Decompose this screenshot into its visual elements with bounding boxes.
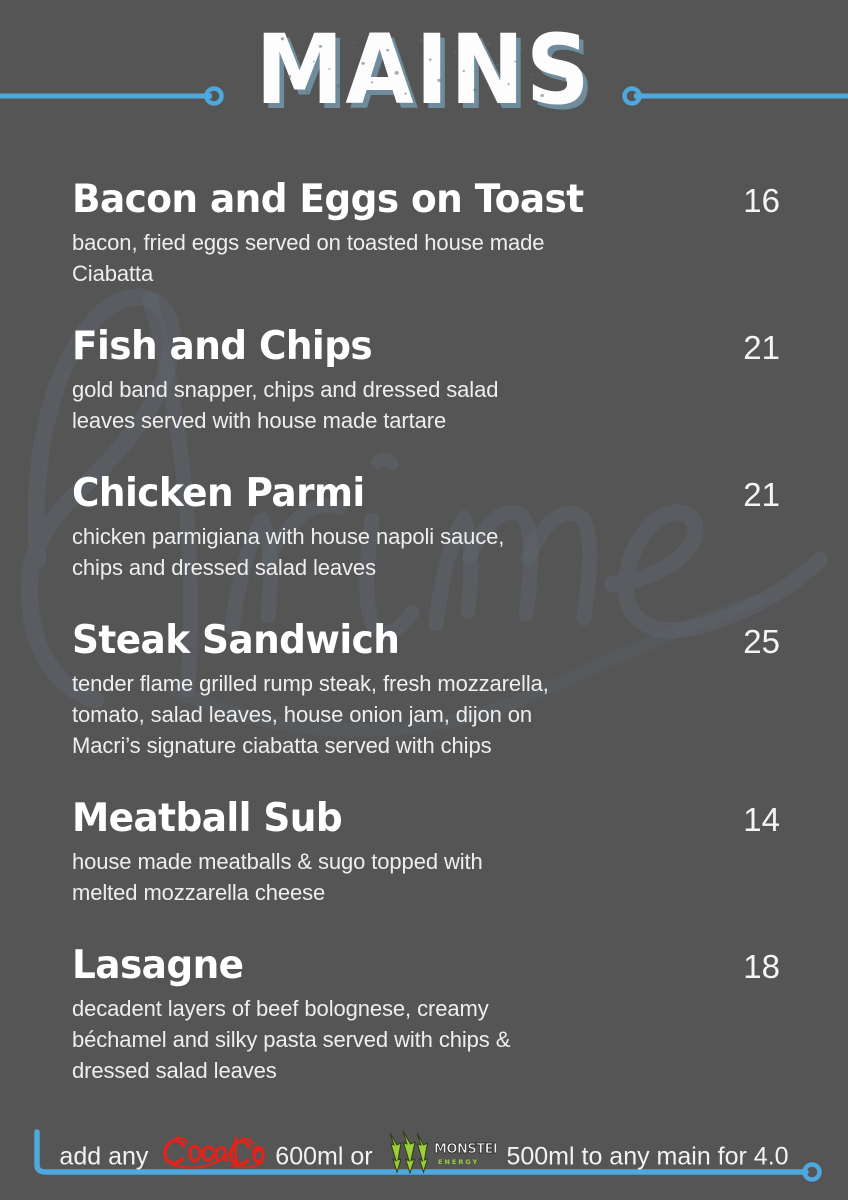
footer-text-after: 500ml to any main for 4.0	[506, 1142, 789, 1171]
monster-energy-logo: MONSTER ENERGY	[386, 1130, 503, 1183]
menu-item-description-line: Ciabatta	[72, 261, 154, 286]
menu-item-name: Fish and Chips	[72, 324, 373, 369]
footer-frame-dot	[802, 1162, 822, 1182]
menu-item-description: house made meatballs & sugo topped with m…	[72, 846, 672, 908]
footer-text-before: add any	[59, 1142, 149, 1171]
menu-item: Bacon and Eggs on Toast 16 bacon, fried eg…	[0, 168, 848, 289]
menu-item-price: 25	[743, 623, 780, 660]
menu-item-price: 16	[743, 182, 780, 219]
menu-item-description-line: decadent layers of beef bolognese, cream…	[72, 996, 489, 1021]
menu-item-price: 14	[743, 801, 780, 838]
menu-item-description: decadent layers of beef bolognese, cream…	[72, 993, 672, 1086]
menu-item-price: 21	[743, 476, 780, 513]
monster-subword-text: ENERGY	[438, 1158, 479, 1166]
footer: add any	[0, 1110, 848, 1200]
menu-item: Meatball Sub 14 house made meatballs & sug…	[0, 787, 848, 908]
menu-item-description-line: melted mozzarella cheese	[72, 880, 326, 905]
menu-item-name: Lasagne	[72, 943, 244, 988]
menu-item-description-line: gold band snapper, chips and dressed sal…	[72, 377, 499, 402]
coca-cola-logo	[161, 1134, 266, 1179]
footer-frame	[34, 1129, 822, 1182]
footer-text-middle: 600ml or	[275, 1142, 373, 1171]
menu-item-description: chicken parmigiana with house napoli sau…	[72, 521, 672, 583]
page-title: MAINS MAINS	[0, 18, 848, 127]
footer-frame-bracket	[34, 1129, 809, 1175]
menu-item: Fish and Chips 21 gold band snapper, chips…	[0, 315, 848, 436]
header: MAINS MAINS	[0, 0, 848, 160]
menu-item-price: 18	[743, 948, 780, 985]
menu-item-header: Lasagne 18	[72, 934, 780, 988]
menu-item-header: Meatball Sub 14	[72, 787, 780, 841]
menu-item-name: Chicken Parmi	[72, 471, 365, 516]
menu-item-description-line: house made meatballs & sugo topped with	[72, 849, 483, 874]
menu-item: Lasagne 18 decadent layers of beef bologne…	[0, 934, 848, 1086]
menu-item-header: Fish and Chips 21	[72, 315, 780, 369]
menu-item-header: Bacon and Eggs on Toast 16	[72, 168, 780, 222]
menu-item-name: Steak Sandwich	[72, 618, 400, 663]
page-title-shadow: MAINS	[260, 19, 597, 131]
menu-item-description-line: leaves served with house made tartare	[72, 408, 447, 433]
menu-item-description-line: dressed salad leaves	[72, 1058, 277, 1083]
menu-item-description-line: tomato, salad leaves, house onion jam, d…	[72, 702, 533, 727]
footer-offer-text: add any	[0, 1130, 848, 1183]
menu-item-description: tender flame grilled rump steak, fresh m…	[72, 668, 672, 761]
header-rule-left-dot	[204, 86, 224, 106]
menu-item-description-line: Macri’s signature ciabatta served with c…	[72, 733, 492, 758]
menu-item-description-line: chicken parmigiana with house napoli sau…	[72, 524, 505, 549]
menu-list: Bacon and Eggs on Toast 16 bacon, fried eg…	[0, 168, 848, 1112]
menu-item-price: 21	[743, 329, 780, 366]
menu-item-description-line: chips and dressed salad leaves	[72, 555, 376, 580]
menu-item-description-line: bacon, fried eggs served on toasted hous…	[72, 230, 545, 255]
menu-item-header: Chicken Parmi 21	[72, 462, 780, 516]
menu-item-name: Bacon and Eggs on Toast	[72, 177, 584, 222]
menu-item: Steak Sandwich 25 tender flame grilled rum…	[0, 609, 848, 761]
monster-claw-icon	[389, 1130, 428, 1175]
menu-item: Chicken Parmi 21 chicken parmigiana with h…	[0, 462, 848, 583]
menu-item-header: Steak Sandwich 25	[72, 609, 780, 663]
menu-item-description: gold band snapper, chips and dressed sal…	[72, 374, 672, 436]
page-title-text: MAINS	[256, 14, 592, 126]
menu-item-description: bacon, fried eggs served on toasted hous…	[72, 227, 672, 289]
header-rules	[0, 86, 848, 106]
menu-item-name: Meatball Sub	[72, 796, 343, 841]
menu-item-description-line: béchamel and silky pasta served with chi…	[72, 1027, 511, 1052]
menu-item-description-line: tender flame grilled rump steak, fresh m…	[72, 671, 549, 696]
monster-wordmark-text: MONSTER	[434, 1142, 496, 1157]
